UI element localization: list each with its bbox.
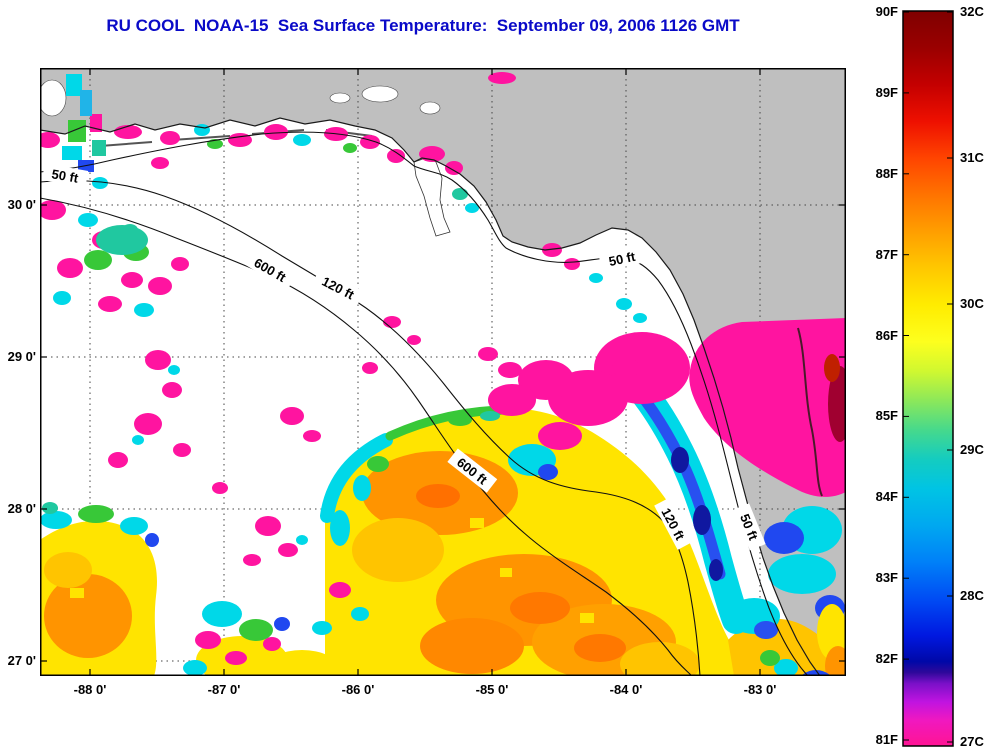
colorbar-f-label: 84F [875,489,898,504]
colorbar-c-label: 27C [960,734,984,749]
colorbar-f-label: 85F [875,408,898,423]
colorbar-frame [902,10,954,747]
x-tick-label: -84 0' [609,682,643,697]
teal-speckles [42,140,500,514]
land-region [40,68,846,676]
colorbar-f-label: 81F [875,732,898,747]
colorbar-f-label: 89F [875,85,898,100]
page-title: RU COOL NOAA-15 Sea Surface Temperature:… [106,16,740,35]
colorbar-f-label: 88F [875,166,898,181]
colorbar-c-label: 30C [960,296,984,311]
colorbar-c-label: 32C [960,4,984,19]
map-canvas: 50 ft 600 ft 120 ft 50 ft 600 ft 120 ft [40,68,846,676]
sst-data-patches [40,72,846,676]
colorbar-f-label: 87F [875,247,898,262]
colorbar-c-label: 28C [960,588,984,603]
x-tick-label: -83 0' [743,682,777,697]
magenta-flag-region [478,318,846,497]
colorbar-f-label: 90F [875,4,898,19]
contour-label: 50 ft [598,245,646,272]
magenta-speckles [40,72,580,665]
colorbar-gradient [902,10,954,747]
blue-speckles [78,90,558,631]
coastline [40,117,821,676]
bay-cutouts [40,79,451,237]
colorbar-c-label: 31C [960,150,984,165]
x-tick-label: -86 0' [341,682,375,697]
florida-coastal-patches [728,506,846,676]
colorbar: 90F 89F 88F 87F 86F 85F 84F 83F 82F 81F … [868,0,992,754]
y-tick-label: 28 0' [7,501,36,516]
x-tick-label: -85 0' [475,682,509,697]
colorbar-c-label: 29C [960,442,984,457]
colorbar-f-label: 86F [875,328,898,343]
contour-line-600ft [40,197,693,676]
contour-line-50ft [40,131,809,676]
y-tick-label: 27 0' [7,653,36,668]
colorbar-f-label: 82F [875,651,898,666]
contour-label-text: 50 ft [607,249,637,269]
x-tick-label: -88 0' [73,682,107,697]
contour-label-text: 50 ft [51,166,81,186]
x-tick-label: -87 0' [207,682,241,697]
colorbar-f-label: 83F [875,570,898,585]
y-tick-label: 29 0' [7,349,36,364]
map-frame [40,68,846,676]
y-tick-label: 30 0' [7,197,36,212]
contour-label: 50 ft [41,163,89,188]
